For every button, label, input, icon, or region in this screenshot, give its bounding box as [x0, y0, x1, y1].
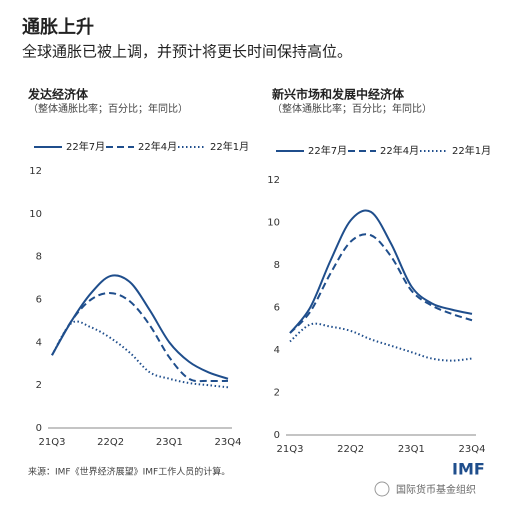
x-tick-label: 23Q1: [156, 437, 183, 448]
y-tick-label: 12: [29, 166, 42, 177]
y-tick-label: 8: [36, 252, 42, 263]
chart-title: 新兴市场和发展中经济体: [272, 87, 405, 102]
wechat-icon: [374, 481, 390, 497]
y-tick-label: 8: [274, 260, 280, 271]
y-tick-label: 10: [29, 209, 42, 220]
chart-subtitle: （整体通胀比率；百分比；年同比）: [272, 102, 432, 115]
legend-label: 22年7月: [66, 140, 105, 153]
chart-subtitle: （整体通胀比率；百分比；年同比）: [28, 102, 188, 115]
x-tick-label: 21Q3: [39, 437, 66, 448]
y-tick-label: 2: [36, 380, 42, 391]
y-tick-label: 10: [267, 218, 280, 229]
y-tick-label: 6: [274, 303, 280, 314]
source-note: 来源：IMF《世界经济展望》IMF工作人员的计算。: [28, 466, 230, 478]
y-tick-label: 12: [267, 175, 280, 186]
x-tick-label: 21Q3: [277, 444, 304, 455]
y-tick-label: 2: [274, 388, 280, 399]
x-tick-label: 22Q2: [97, 437, 124, 448]
x-tick-label: 23Q1: [398, 444, 425, 455]
series-line: [51, 320, 229, 389]
page-title: 通胀上升: [22, 17, 94, 38]
series-line: [289, 322, 473, 362]
chart-title: 发达经济体: [27, 87, 89, 102]
series-line: [289, 233, 473, 334]
legend-label: 22年4月: [380, 144, 419, 157]
x-tick-label: 23Q4: [459, 444, 486, 455]
page-subtitle: 全球通胀已被上调，并预计将更长时间保持高位。: [22, 43, 352, 61]
series-line: [289, 209, 473, 334]
watermark: 国际货币基金组织: [396, 483, 476, 496]
logo: IMF: [452, 460, 485, 479]
y-tick-label: 4: [36, 337, 42, 348]
legend-label: 22年1月: [210, 140, 249, 153]
y-tick-label: 4: [274, 345, 280, 356]
y-tick-label: 0: [274, 430, 280, 441]
y-tick-label: 6: [36, 295, 42, 306]
series-line: [51, 274, 229, 380]
legend-label: 22年4月: [138, 140, 177, 153]
x-tick-label: 23Q4: [215, 437, 242, 448]
x-tick-label: 22Q2: [337, 444, 364, 455]
legend-label: 22年1月: [452, 144, 491, 157]
y-tick-label: 0: [36, 423, 42, 434]
legend-label: 22年7月: [308, 144, 347, 157]
series-line: [51, 292, 229, 383]
